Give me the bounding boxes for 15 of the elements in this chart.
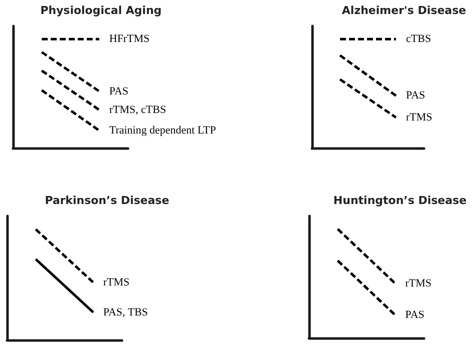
series-label: rTMS xyxy=(405,278,432,290)
series-label: rTMS, cTBS xyxy=(109,104,166,116)
series-label: PAS, TBS xyxy=(103,306,148,318)
series-label: rTMS xyxy=(406,112,432,124)
series-label: Training dependent LTP xyxy=(109,124,216,137)
series-label: cTBS xyxy=(406,33,432,46)
series-label: PAS xyxy=(406,90,426,102)
chart-title: Parkinson’s Disease xyxy=(44,194,170,207)
series-label: HFrTMS xyxy=(109,33,150,46)
chart-title: Huntington’s Disease xyxy=(333,194,467,207)
series-label: rTMS xyxy=(103,276,130,288)
chart-title: Alzheimer's Disease xyxy=(342,4,466,17)
series-label: PAS xyxy=(405,309,424,322)
chart-title: Physiological Aging xyxy=(40,4,162,17)
series-label: PAS xyxy=(109,85,128,98)
